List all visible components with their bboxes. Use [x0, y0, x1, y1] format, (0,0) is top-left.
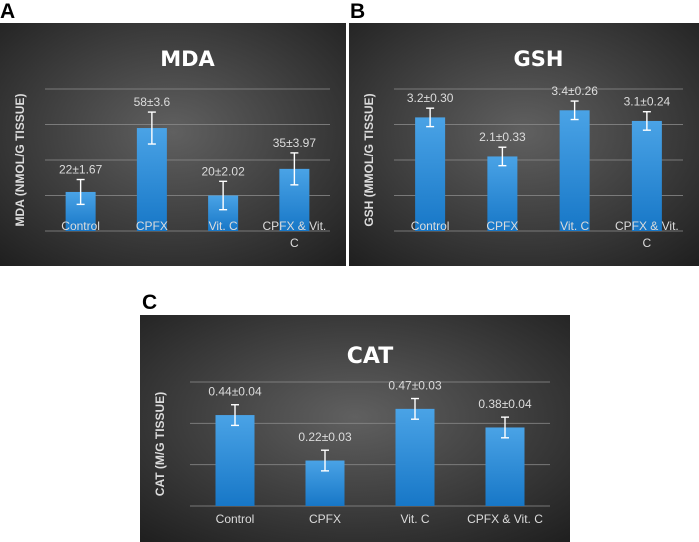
data-label: 3.1±0.24 [624, 95, 671, 109]
error-bar [570, 100, 579, 121]
error-bar [498, 146, 507, 167]
bar-control [215, 415, 255, 506]
mda-chart-panel: MDA MDA (NMOL/G TISSUE) 22±1.67 Control 58±3… [0, 23, 346, 266]
data-label: 2.1±0.33 [479, 130, 526, 144]
data-label: 22±1.67 [59, 163, 103, 177]
bar-control [415, 117, 446, 231]
error-bar [219, 180, 228, 211]
x-tick-label: Vit. C [209, 219, 238, 233]
x-tick-label: CPFX [309, 512, 341, 526]
x-tick-label: Control [216, 512, 255, 526]
x-tick-label: CPFX & Vit. C [467, 512, 543, 526]
error-bar [231, 404, 239, 427]
gsh-chart-panel: GSH GSH (MMOL/G TISSUE) 3.2±0.30 Control 2.1… [349, 23, 699, 266]
y-axis-label: GSH (MMOL/G TISSUE) [362, 93, 376, 226]
error-bar [147, 111, 156, 145]
data-label: 0.22±0.03 [298, 430, 352, 444]
data-label: 3.2±0.30 [407, 91, 454, 105]
data-label: 0.44±0.04 [208, 385, 262, 399]
data-label: 58±3.6 [134, 95, 171, 109]
panel-letter-a: A [0, 0, 16, 23]
x-tick-label: Vit. C [560, 219, 589, 233]
cat-chart-svg: CAT CAT (M/G TISSUE) 0.44±0.04 Control 0.22±… [140, 315, 570, 542]
gsh-chart-svg: GSH GSH (MMOL/G TISSUE) 3.2±0.30 Control 2.1… [349, 23, 699, 266]
bar-vit-c [559, 110, 590, 231]
bar-cpfx [487, 156, 518, 231]
x-tick-label: Vit. C [400, 512, 429, 526]
x-tick-label: CPFX [486, 219, 518, 233]
data-label: 3.4±0.26 [551, 84, 598, 98]
error-bar [76, 178, 85, 206]
error-bar [642, 111, 651, 131]
chart-title: MDA [160, 47, 215, 71]
bar-cpfx-vit-c [631, 120, 662, 231]
chart-title: CAT [347, 344, 393, 369]
error-bar [290, 152, 299, 186]
x-tick-label: Control [61, 219, 100, 233]
panel-letter-c: C [142, 291, 158, 314]
x-tick-label: Control [411, 219, 450, 233]
error-bar [411, 397, 419, 420]
data-label: 20±2.02 [201, 164, 245, 178]
y-axis-label: CAT (M/G TISSUE) [153, 392, 167, 496]
bar-vit-c [395, 408, 435, 506]
error-bar [501, 416, 509, 439]
x-tick-label: CPFX & Vit. C [262, 219, 326, 250]
data-label: 35±3.97 [273, 136, 317, 150]
y-axis-label: MDA (NMOL/G TISSUE) [13, 94, 27, 227]
data-label: 0.47±0.03 [388, 379, 442, 393]
x-tick-label: CPFX & Vit. C [615, 219, 679, 250]
bar-cpfx [136, 128, 167, 231]
mda-chart-svg: MDA MDA (NMOL/G TISSUE) 22±1.67 Control 58±3… [0, 23, 346, 266]
panel-letter-b: B [350, 0, 366, 23]
error-bar [426, 107, 435, 128]
data-label: 0.38±0.04 [478, 397, 532, 411]
error-bar [321, 449, 329, 472]
bar-cpfx-vit-c [485, 427, 525, 506]
chart-title: GSH [514, 47, 564, 71]
cat-chart-panel: CAT CAT (M/G TISSUE) 0.44±0.04 Control 0.22±… [140, 315, 570, 542]
x-tick-label: CPFX [136, 219, 168, 233]
